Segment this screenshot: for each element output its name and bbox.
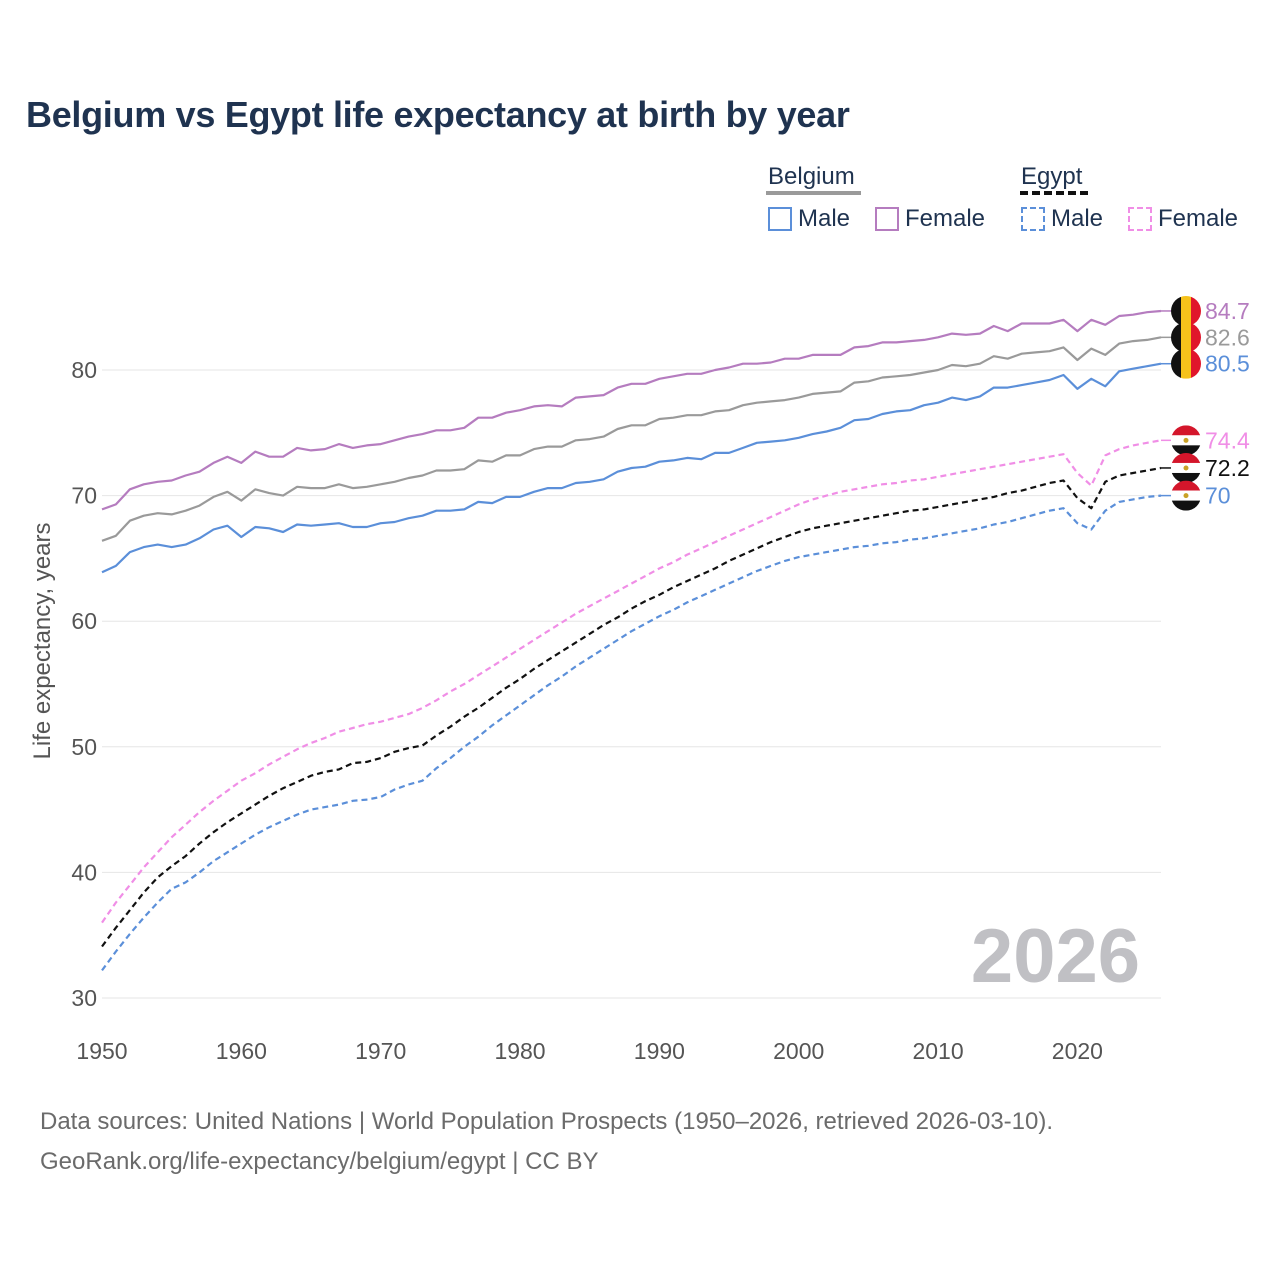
- year-watermark: 2026: [971, 914, 1140, 999]
- end-label-belgium-male: 80.5: [1205, 351, 1250, 377]
- legend-swatch-egypt-male: [1021, 207, 1045, 231]
- egypt-flag-icon: [1171, 452, 1201, 483]
- egypt-flag-icon: [1171, 425, 1201, 456]
- legend-egypt-underline: [1020, 191, 1088, 195]
- y-tick-label: 60: [71, 608, 97, 634]
- legend-label-egypt-female: Female: [1158, 205, 1239, 232]
- legend-item-belgium-female[interactable]: Female: [875, 205, 985, 233]
- x-axis-ticks: 1950 1960 1970 1980 1990 2000 2010 2020: [76, 1038, 1103, 1064]
- end-label-belgium-female: 84.7: [1205, 298, 1250, 324]
- footer-sources: Data sources: United Nations | World Pop…: [40, 1108, 1054, 1135]
- y-tick-label: 50: [71, 734, 97, 760]
- chart-title: Belgium vs Egypt life expectancy at birt…: [26, 94, 850, 135]
- legend-item-belgium-male[interactable]: Male: [768, 205, 850, 233]
- series-line-belgium-male[interactable]: [101, 362, 1162, 574]
- footer-credit[interactable]: GeoRank.org/life-expectancy/belgium/egyp…: [40, 1148, 599, 1175]
- x-tick-label: 1950: [76, 1038, 127, 1064]
- legend-belgium-underline: [766, 191, 861, 195]
- x-tick-label: 2000: [773, 1038, 824, 1064]
- y-axis-label: Life expectancy, years: [29, 522, 56, 759]
- legend-swatch-egypt-female: [1128, 207, 1152, 231]
- legend-swatch-belgium-female: [875, 207, 899, 231]
- series-line-belgium-total[interactable]: [101, 336, 1162, 542]
- end-label-egypt-male: 70: [1205, 483, 1231, 509]
- legend-group-egypt: Egypt: [1021, 163, 1083, 190]
- belgium-flag-icon: [1171, 322, 1201, 353]
- series-line-belgium-female[interactable]: [101, 309, 1162, 511]
- belgium-flag-icon: [1171, 348, 1201, 379]
- legend-label-belgium-female: Female: [905, 205, 986, 232]
- series-line-egypt-male[interactable]: [101, 494, 1162, 972]
- y-axis-ticks: 30 40 50 60 70 80: [71, 357, 97, 1011]
- end-label-egypt-female: 74.4: [1205, 427, 1250, 453]
- egypt-flag-icon: [1171, 480, 1201, 511]
- y-tick-label: 80: [71, 357, 97, 383]
- y-tick-label: 70: [71, 483, 97, 509]
- gridlines: [102, 369, 1161, 999]
- legend-label-belgium-male: Male: [798, 205, 851, 232]
- legend-swatch-belgium-male: [768, 207, 792, 231]
- x-tick-label: 1990: [634, 1038, 685, 1064]
- series-line-egypt-female[interactable]: [101, 439, 1162, 924]
- x-tick-label: 1980: [494, 1038, 545, 1064]
- x-tick-label: 1970: [355, 1038, 406, 1064]
- series-lines: [101, 309, 1162, 972]
- x-tick-label: 1960: [216, 1038, 267, 1064]
- end-label-egypt-total: 72.2: [1205, 455, 1250, 481]
- x-tick-label: 2010: [912, 1038, 963, 1064]
- series-line-egypt-total[interactable]: [101, 466, 1162, 948]
- x-tick-label: 2020: [1052, 1038, 1103, 1064]
- y-tick-label: 40: [71, 859, 97, 885]
- legend-item-egypt-male[interactable]: Male: [1021, 205, 1103, 233]
- legend-group-belgium: Belgium: [768, 163, 855, 190]
- belgium-flag-icon: [1171, 295, 1201, 326]
- legend-label-egypt-male: Male: [1051, 205, 1104, 232]
- legend-item-egypt-female[interactable]: Female: [1128, 205, 1238, 233]
- end-label-belgium-total: 82.6: [1205, 324, 1250, 350]
- series-end-markers: 84.782.680.5 74.472.270: [1161, 295, 1250, 511]
- y-tick-label: 30: [71, 985, 97, 1011]
